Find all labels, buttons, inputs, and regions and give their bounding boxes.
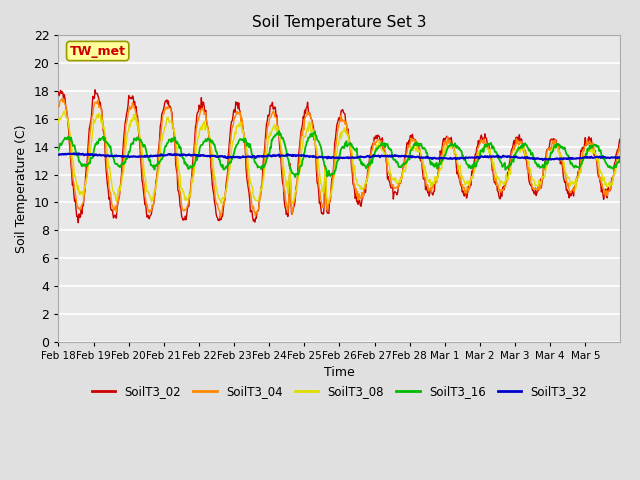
SoilT3_04 bbox=[616, 141, 624, 147]
Title: Soil Temperature Set 3: Soil Temperature Set 3 bbox=[252, 15, 427, 30]
SoilT3_32 bbox=[54, 152, 62, 157]
SoilT3_32 bbox=[616, 155, 624, 161]
SoilT3_32 bbox=[70, 150, 77, 156]
Line: SoilT3_08: SoilT3_08 bbox=[58, 111, 620, 204]
SoilT3_04 bbox=[122, 131, 129, 136]
SoilT3_32 bbox=[122, 154, 129, 159]
Y-axis label: Soil Temperature (C): Soil Temperature (C) bbox=[15, 124, 28, 252]
SoilT3_04 bbox=[54, 103, 62, 108]
SoilT3_32 bbox=[539, 157, 547, 163]
Line: SoilT3_16: SoilT3_16 bbox=[58, 131, 620, 177]
SoilT3_16 bbox=[291, 174, 299, 180]
SoilT3_08 bbox=[61, 108, 68, 114]
SoilT3_04 bbox=[253, 210, 261, 216]
SoilT3_16 bbox=[54, 147, 62, 153]
SoilT3_16 bbox=[431, 164, 438, 169]
SoilT3_08 bbox=[431, 180, 438, 186]
Line: SoilT3_32: SoilT3_32 bbox=[58, 153, 620, 160]
SoilT3_16 bbox=[252, 160, 259, 166]
Line: SoilT3_04: SoilT3_04 bbox=[58, 98, 620, 217]
SoilT3_02 bbox=[431, 189, 438, 194]
SoilT3_08 bbox=[54, 120, 62, 125]
Line: SoilT3_02: SoilT3_02 bbox=[58, 90, 620, 223]
SoilT3_16 bbox=[399, 162, 406, 168]
SoilT3_04 bbox=[216, 215, 224, 220]
SoilT3_02 bbox=[225, 143, 233, 148]
Text: TW_met: TW_met bbox=[70, 45, 125, 58]
SoilT3_08 bbox=[274, 124, 282, 130]
SoilT3_02 bbox=[122, 116, 130, 122]
SoilT3_16 bbox=[120, 159, 128, 165]
SoilT3_02 bbox=[54, 89, 62, 95]
SoilT3_16 bbox=[275, 128, 283, 134]
SoilT3_02 bbox=[74, 220, 82, 226]
SoilT3_16 bbox=[273, 131, 281, 137]
SoilT3_02 bbox=[275, 126, 282, 132]
SoilT3_02 bbox=[92, 87, 99, 93]
SoilT3_04 bbox=[275, 124, 282, 130]
SoilT3_08 bbox=[616, 148, 624, 154]
SoilT3_02 bbox=[399, 166, 406, 172]
SoilT3_08 bbox=[399, 169, 406, 175]
SoilT3_16 bbox=[616, 154, 624, 159]
SoilT3_04 bbox=[225, 156, 233, 162]
SoilT3_04 bbox=[431, 180, 438, 186]
SoilT3_32 bbox=[225, 155, 232, 161]
SoilT3_16 bbox=[224, 162, 232, 168]
SoilT3_08 bbox=[122, 152, 129, 157]
SoilT3_32 bbox=[274, 152, 282, 158]
SoilT3_08 bbox=[252, 197, 260, 203]
SoilT3_08 bbox=[225, 175, 232, 180]
SoilT3_02 bbox=[616, 139, 624, 145]
X-axis label: Time: Time bbox=[324, 366, 355, 379]
Legend: SoilT3_02, SoilT3_04, SoilT3_08, SoilT3_16, SoilT3_32: SoilT3_02, SoilT3_04, SoilT3_08, SoilT3_… bbox=[87, 381, 592, 403]
SoilT3_08 bbox=[289, 201, 296, 206]
SoilT3_04 bbox=[399, 167, 406, 173]
SoilT3_04 bbox=[60, 96, 67, 101]
SoilT3_02 bbox=[253, 209, 261, 215]
SoilT3_32 bbox=[252, 154, 260, 160]
SoilT3_32 bbox=[398, 153, 406, 158]
SoilT3_32 bbox=[430, 156, 438, 161]
